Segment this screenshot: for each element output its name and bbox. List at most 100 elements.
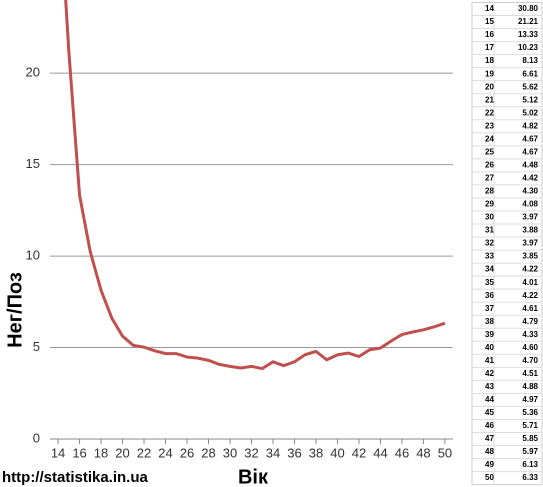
- data-line: [64, 0, 446, 371]
- x-tick-label: 46: [395, 445, 409, 460]
- x-axis-label: Вік: [238, 466, 269, 487]
- table-age: 32: [485, 239, 494, 248]
- table-age: 48: [485, 447, 494, 456]
- table-age: 22: [485, 108, 494, 117]
- table-value: 6.61: [522, 69, 538, 78]
- table-value: 4.70: [522, 356, 538, 365]
- x-tick-label: 28: [201, 445, 215, 460]
- x-tick-label: 44: [373, 445, 387, 460]
- table-value: 5.62: [522, 82, 538, 91]
- table-value: 3.97: [522, 213, 538, 222]
- data-table: 14 30.80 15 21.21 16 13.33 17 10.23 18 8.13 19 6.61…: [471, 2, 543, 486]
- y-tick-label: 10: [26, 248, 40, 263]
- table-age: 34: [485, 265, 494, 274]
- table-age: 33: [485, 252, 494, 261]
- table-age: 25: [485, 147, 494, 156]
- x-tick-label: 16: [72, 445, 86, 460]
- table-age: 50: [485, 473, 494, 482]
- x-tick-label: 48: [416, 445, 430, 460]
- table-value: 4.33: [522, 330, 538, 339]
- table-value: 4.97: [522, 395, 538, 404]
- table-value: 30.80: [518, 4, 539, 13]
- table-value: 4.79: [522, 317, 538, 326]
- table-age: 21: [485, 95, 494, 104]
- table-age: 41: [485, 356, 494, 365]
- table-age: 37: [485, 304, 494, 313]
- table-value: 5.12: [522, 95, 538, 104]
- table-age: 14: [485, 4, 494, 13]
- table-value: 4.60: [522, 343, 538, 352]
- table-age: 43: [485, 382, 494, 391]
- table-age: 40: [485, 343, 494, 352]
- x-tick-label: 26: [180, 445, 194, 460]
- y-tick-label: 20: [26, 65, 40, 80]
- table-age: 27: [485, 174, 494, 183]
- table-value: 4.22: [522, 265, 538, 274]
- table-age: 46: [485, 421, 494, 430]
- y-axis-label: Нег/Поз: [4, 272, 26, 348]
- table-value: 4.01: [522, 278, 538, 287]
- table-age: 16: [485, 30, 494, 39]
- table-value: 4.61: [522, 304, 538, 313]
- table-age: 17: [485, 43, 494, 52]
- table-value: 4.30: [522, 187, 538, 196]
- table-value: 4.88: [522, 382, 538, 391]
- table-value: 3.85: [522, 252, 538, 261]
- table-age: 38: [485, 317, 494, 326]
- table-value: 5.97: [522, 447, 538, 456]
- table-value: 5.71: [522, 421, 538, 430]
- table-age: 18: [485, 56, 494, 65]
- table-value: 4.08: [522, 200, 538, 209]
- table-value: 4.48: [522, 160, 538, 169]
- x-tick-label: 40: [330, 445, 344, 460]
- table-value: 4.82: [522, 121, 538, 130]
- plot-area: 0 5 10 15 20 14 16 18 20 22 24 26 28 30 32 34 36 38 40 42 44…: [26, 0, 453, 460]
- x-tick-label: 34: [266, 445, 280, 460]
- x-tick-label: 30: [223, 445, 237, 460]
- table-age: 26: [485, 160, 494, 169]
- table-age: 28: [485, 187, 494, 196]
- table-value: 4.51: [522, 369, 538, 378]
- table-age: 30: [485, 213, 494, 222]
- table-age: 20: [485, 82, 494, 91]
- x-tick-label: 24: [158, 445, 172, 460]
- table-value: 6.33: [522, 473, 538, 482]
- x-tick-label: 38: [309, 445, 323, 460]
- table-value: 4.67: [522, 134, 538, 143]
- x-tick-label: 14: [51, 445, 65, 460]
- table-age: 39: [485, 330, 494, 339]
- x-tick-label: 32: [244, 445, 258, 460]
- table-value: 5.36: [522, 408, 538, 417]
- table-age: 24: [485, 134, 494, 143]
- y-tick-label: 15: [26, 156, 40, 171]
- table-value: 8.13: [522, 56, 538, 65]
- x-tick-label: 20: [115, 445, 129, 460]
- table-value: 4.42: [522, 174, 538, 183]
- x-tick-label: 22: [137, 445, 151, 460]
- x-tick-label: 36: [287, 445, 301, 460]
- table-age: 42: [485, 369, 494, 378]
- table-age: 36: [485, 291, 494, 300]
- table-value: 3.97: [522, 239, 538, 248]
- table-age: 15: [485, 17, 494, 26]
- table-value: 6.13: [522, 460, 538, 469]
- table-age: 29: [485, 200, 494, 209]
- table-value: 5.02: [522, 108, 538, 117]
- table-value: 5.85: [522, 434, 538, 443]
- table-value: 3.88: [522, 226, 538, 235]
- table-frame: [471, 2, 543, 486]
- x-tick-label: 18: [94, 445, 108, 460]
- table-age: 44: [485, 395, 494, 404]
- table-age: 45: [485, 408, 494, 417]
- table-value: 4.67: [522, 147, 538, 156]
- y-tick-label: 0: [33, 430, 40, 445]
- table-value: 10.23: [518, 43, 539, 52]
- table-value: 4.22: [522, 291, 538, 300]
- x-tick-label: 50: [438, 445, 452, 460]
- table-value: 21.21: [518, 17, 539, 26]
- table-age: 35: [485, 278, 494, 287]
- table-age: 31: [485, 226, 494, 235]
- x-tick-label: 42: [352, 445, 366, 460]
- table-value: 13.33: [518, 30, 539, 39]
- table-age: 49: [485, 460, 494, 469]
